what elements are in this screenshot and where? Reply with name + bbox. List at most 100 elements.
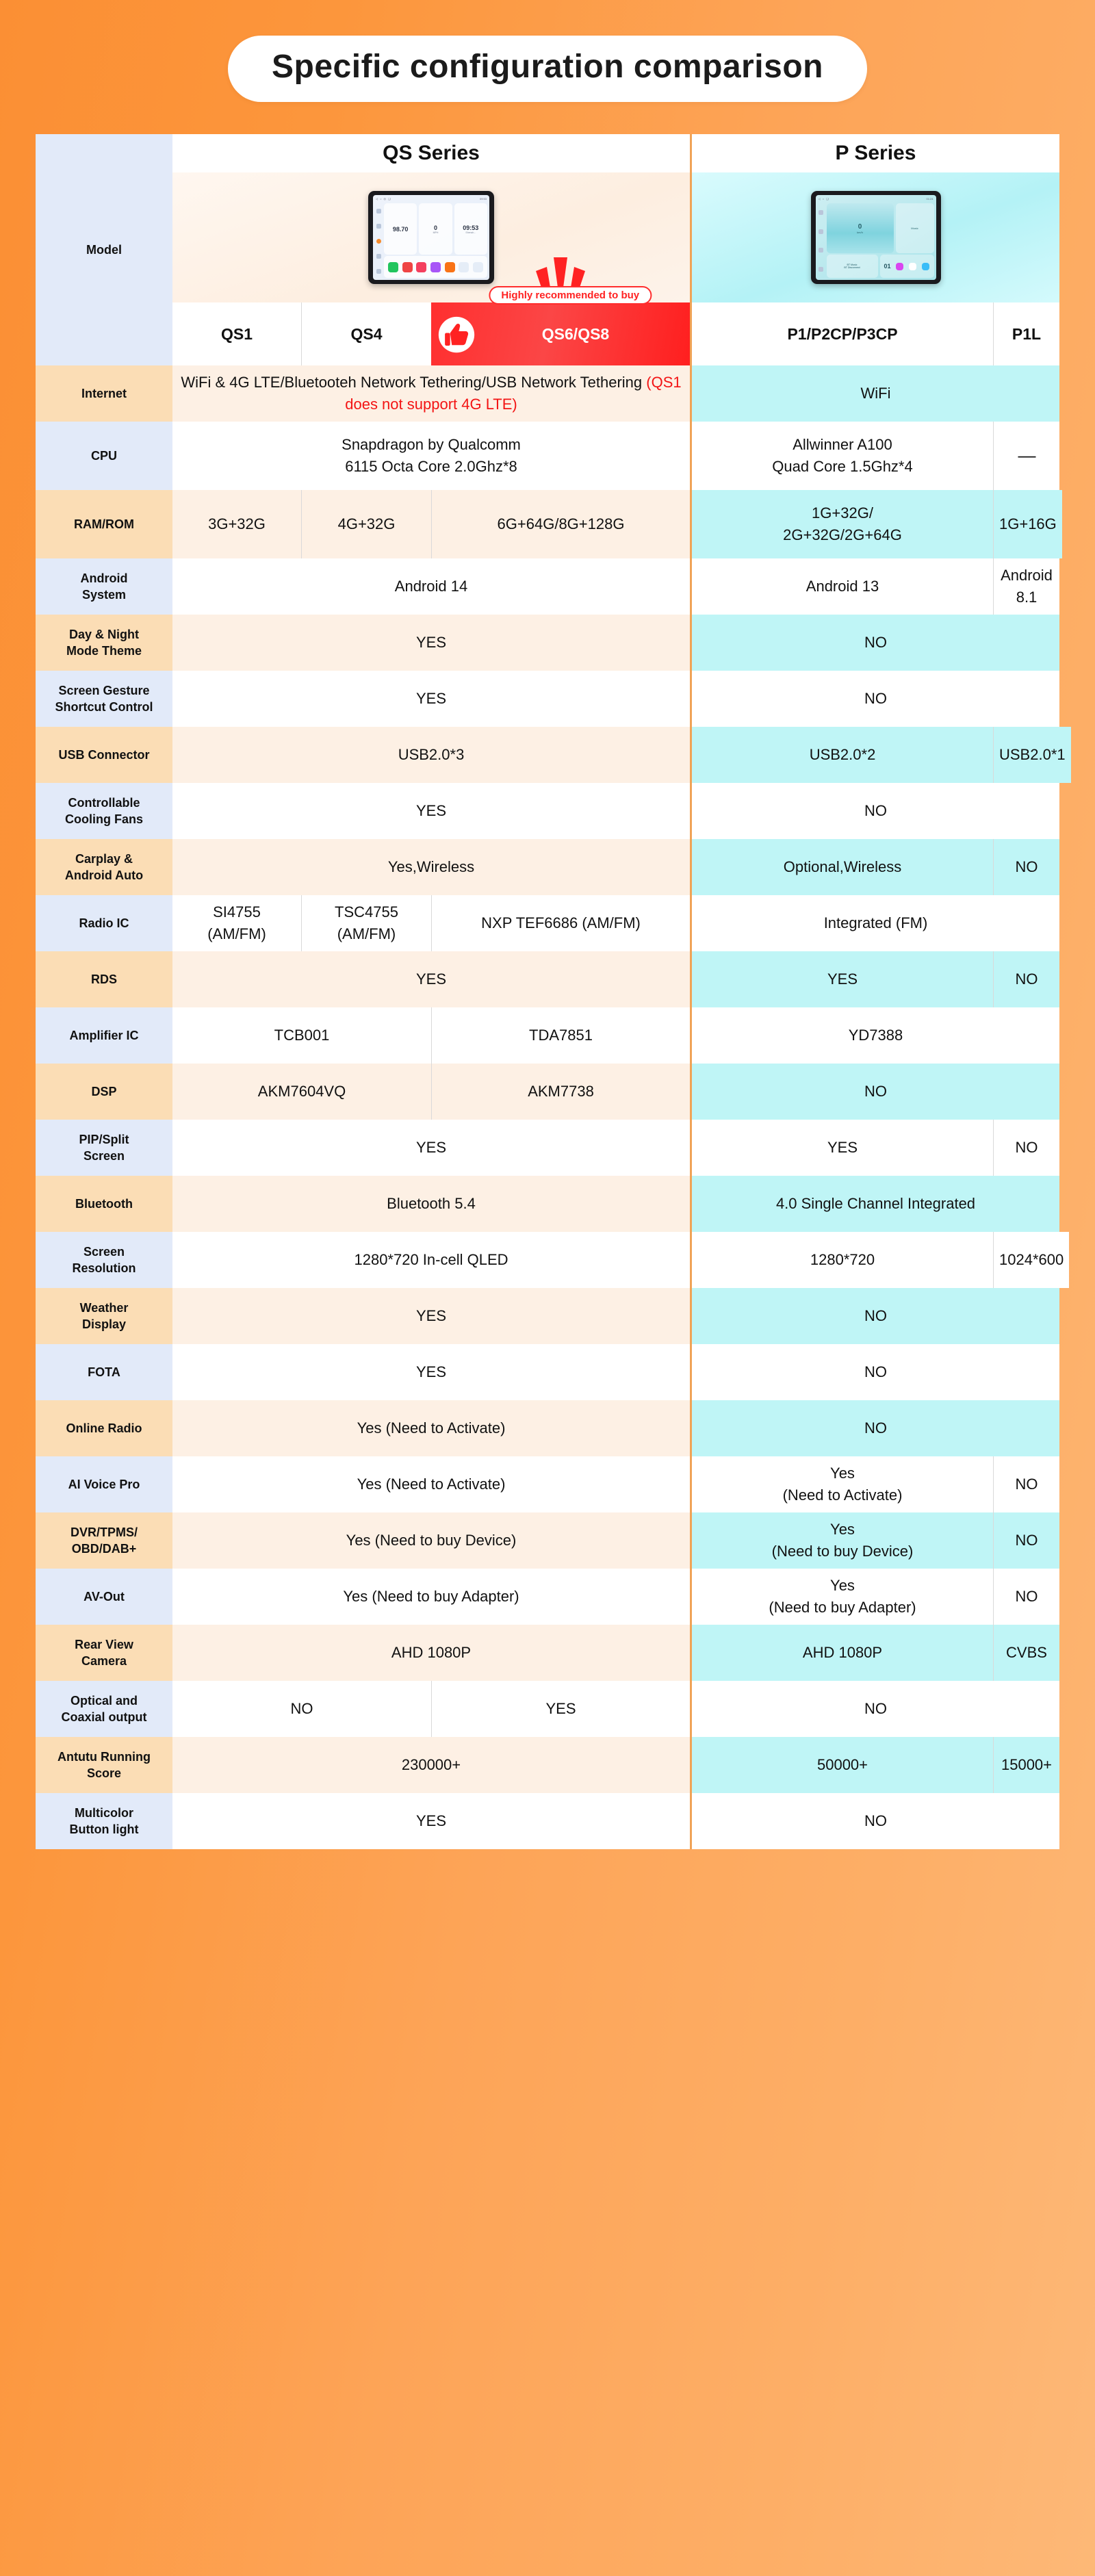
qs-value-cell: Yes (Need to Activate): [172, 1400, 690, 1456]
qs-value-cell: Snapdragon by Qualcomm 6115 Octa Core 2.…: [172, 422, 690, 490]
qs-value-cell: TCB001: [172, 1007, 431, 1064]
row-values: YES NO: [172, 783, 1059, 839]
p-value-cell: AHD 1080P: [692, 1625, 993, 1681]
qs-model-names: QS1 QS4 Highly recommended to buy: [172, 257, 690, 365]
row-label: RAM/ROM: [36, 490, 172, 558]
p-value-cell: NO: [993, 951, 1059, 1007]
p-group-cells: NO: [690, 1344, 1059, 1400]
down-arrow-icon: [536, 257, 585, 292]
row-values: TCB001 TDA7851 YD7388: [172, 1007, 1059, 1064]
p-value-cell: —: [993, 422, 1059, 490]
qs-value-cell: SI4755 (AM/FM): [172, 895, 301, 951]
qs-sidebar-icons: [373, 202, 384, 280]
p-value-cell: NO: [692, 615, 1059, 671]
p-value-cell: Android 8.1: [993, 558, 1059, 615]
row-values: 230000+ 50000+ 15000+: [172, 1737, 1059, 1793]
row-label: AI Voice Pro: [36, 1456, 172, 1512]
qs-value-cell: Android 14: [172, 558, 690, 615]
row-values: Yes (Need to buy Adapter) Yes (Need to bu…: [172, 1569, 1059, 1625]
p-app-dock: 01: [879, 255, 934, 278]
p-group-cells: Optional,Wireless NO: [690, 839, 1059, 895]
qs-value-cell: WiFi & 4G LTE/Bluetooteh Network Tetheri…: [172, 365, 690, 422]
row-values: YES NO: [172, 1793, 1059, 1849]
qs-group-cells: YES: [172, 1793, 690, 1849]
row-label: DVR/TPMS/ OBD/DAB+: [36, 1512, 172, 1569]
table-row: Weather Display YES NO: [36, 1288, 1059, 1344]
qs-value-cell: YES: [172, 1344, 690, 1400]
qs-value-cell: 1280*720 In-cell QLED: [172, 1232, 690, 1288]
p-group-cells: WiFi: [690, 365, 1059, 422]
model-name-qs1[interactable]: QS1: [172, 302, 301, 365]
p-value-cell: Yes (Need to buy Device): [692, 1512, 993, 1569]
qs-value-text: WiFi & 4G LTE/Bluetooteh Network Tetheri…: [181, 374, 647, 391]
p-speed-unit: km/h: [857, 230, 863, 234]
row-label: Day & Night Mode Theme: [36, 615, 172, 671]
table-row: Day & Night Mode Theme YES NO: [36, 615, 1059, 671]
row-label: USB Connector: [36, 727, 172, 783]
qs-weather-city: Shenzh...: [465, 231, 476, 234]
qs-value-cell: YES: [431, 1681, 690, 1737]
qs-group-cells: Yes (Need to Activate): [172, 1400, 690, 1456]
model-name-qs6-qs8[interactable]: Highly recommended to buy QS6/QS8: [431, 257, 690, 365]
device-mockup-p: ◁ ○ ❏ 01:24: [810, 191, 941, 284]
row-values: SI4755 (AM/FM) TSC4755 (AM/FM) NXP TEF6686…: [172, 895, 1059, 951]
qs-app-dock: [384, 256, 487, 278]
row-values: AKM7604VQ AKM7738 NO: [172, 1064, 1059, 1120]
table-row: CPU Snapdragon by Qualcomm 6115 Octa Core…: [36, 422, 1059, 490]
row-label: Rear View Camera: [36, 1625, 172, 1681]
p-music-label: Music: [911, 227, 918, 230]
p-group-cells: Yes (Need to buy Adapter) NO: [690, 1569, 1059, 1625]
p-value-cell: 50000+: [692, 1737, 993, 1793]
p-value-cell: 1G+16G: [993, 490, 1062, 558]
qs-group-cells: 1280*720 In-cell QLED: [172, 1232, 690, 1288]
title-pill: Specific configuration comparison: [228, 36, 867, 102]
row-values: 3G+32G 4G+32G 6G+64G/8G+128G 1G+32G/ 2G+32G…: [172, 490, 1062, 558]
p-value-cell: USB2.0*2: [692, 727, 993, 783]
model-name-qs4[interactable]: QS4: [301, 302, 431, 365]
qs-group-cells: NO YES: [172, 1681, 690, 1737]
p-value-cell: NO: [692, 1793, 1059, 1849]
p-value-cell: Integrated (FM): [692, 895, 1059, 951]
qs-group-cells: AKM7604VQ AKM7738: [172, 1064, 690, 1120]
row-values: Snapdragon by Qualcomm 6115 Octa Core 2.…: [172, 422, 1059, 490]
qs-group-cells: YES: [172, 951, 690, 1007]
p-value-cell: YD7388: [692, 1007, 1059, 1064]
qs-group-cells: Android 14: [172, 558, 690, 615]
settings-icon: [376, 268, 381, 274]
table-row: AV-Out Yes (Need to buy Adapter) Yes (Need…: [36, 1569, 1059, 1625]
product-image-strip: ◁ ○ ◎ ❏ 09:53: [172, 172, 1059, 302]
row-label: Radio IC: [36, 895, 172, 951]
p-value-cell: 1G+32G/ 2G+32G/2G+64G: [692, 490, 993, 558]
p-group-cells: 1G+32G/ 2G+32G/2G+64G 1G+16G: [690, 490, 1062, 558]
qs-value-cell: YES: [172, 671, 690, 727]
qs-radio-widget: 98.70: [384, 203, 417, 255]
qs-speed-unit: MPH: [433, 231, 439, 234]
device-mockup-qs: ◁ ○ ◎ ❏ 09:53: [368, 191, 494, 284]
qs-statusbar: ◁ ○ ◎ ❏ 09:53: [376, 196, 487, 201]
p-value-cell: NO: [993, 1456, 1059, 1512]
model-row-values: QS Series P Series ◁ ○ ◎ ❏ 09:53: [172, 134, 1059, 365]
app-icon-radio: [909, 262, 917, 270]
p-bt-widget: BT Music BT Disconnect: [826, 255, 878, 278]
p-speed-value: 0: [858, 222, 862, 231]
row-values: NO YES NO: [172, 1681, 1059, 1737]
model-name-p1-p2cp-p3cp[interactable]: P1/P2CP/P3CP: [692, 302, 993, 365]
p-value-cell: NO: [692, 1064, 1059, 1120]
compass-icon: [819, 248, 823, 253]
p-value-cell: NO: [692, 1344, 1059, 1400]
qs-value-cell: Yes,Wireless: [172, 839, 690, 895]
qs-speed-value: 0: [433, 224, 437, 231]
qs-value-cell: AHD 1080P: [172, 1625, 690, 1681]
table-row: AI Voice Pro Yes (Need to Activate) Yes (N…: [36, 1456, 1059, 1512]
p-group-cells: YES NO: [690, 1120, 1059, 1176]
qs-value-cell: NO: [172, 1681, 431, 1737]
row-label: Online Radio: [36, 1400, 172, 1456]
table-row: Online Radio Yes (Need to Activate) NO: [36, 1400, 1059, 1456]
app-icon-phone: [387, 261, 398, 272]
row-label: Screen Resolution: [36, 1232, 172, 1288]
qs-value-cell: 6G+64G/8G+128G: [431, 490, 690, 558]
model-name-p1l[interactable]: P1L: [993, 302, 1059, 365]
app-icon-radio: [416, 261, 427, 272]
table-row: Radio IC SI4755 (AM/FM) TSC4755 (AM/FM) NXP…: [36, 895, 1059, 951]
p-bt-status: BT Disconnect: [844, 266, 860, 269]
